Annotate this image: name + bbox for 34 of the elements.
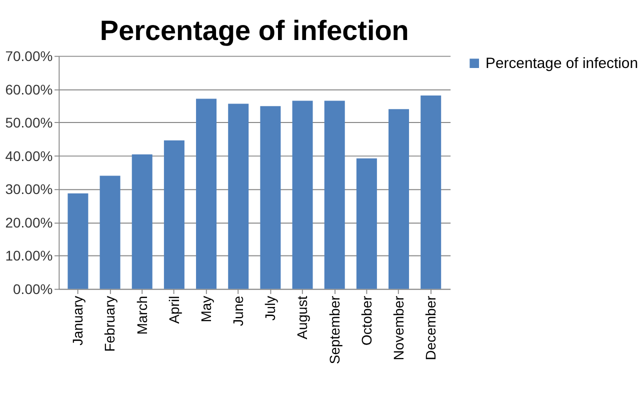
bar [356, 158, 377, 289]
x-tick-label: July [262, 296, 278, 321]
y-tick-label: 30.00% [5, 181, 53, 198]
x-tick-label: November [390, 295, 406, 360]
y-tick-label: 20.00% [5, 214, 53, 230]
x-tick-label: April [166, 296, 182, 324]
bar [388, 109, 410, 289]
bar [196, 98, 217, 289]
y-tick-label: 50.00% [5, 114, 53, 131]
y-tick-label: 70.00% [5, 48, 53, 64]
x-tick-label: March [134, 296, 150, 335]
x-tick-label: February [102, 296, 118, 352]
x-tick-label: August [294, 296, 310, 340]
legend-label: Percentage of infection [486, 56, 638, 72]
chart-title: Percentage of infection [100, 15, 409, 46]
x-tick-label: September [326, 296, 342, 364]
bar [68, 193, 88, 289]
bar [132, 154, 152, 289]
bar [324, 100, 345, 289]
x-tick-label: October [358, 296, 374, 346]
x-tick-label: January [70, 296, 86, 346]
bar [164, 140, 184, 289]
y-tick-label: 10.00% [5, 248, 53, 264]
bar [228, 104, 249, 289]
x-tick-label: May [198, 296, 214, 322]
y-tick-label: 60.00% [5, 81, 53, 98]
y-tick-label: 0.00% [13, 280, 53, 297]
bar [420, 95, 442, 289]
x-tick-label: December [422, 295, 439, 360]
x-tick-label: June [230, 296, 246, 326]
bar [100, 176, 120, 289]
bar [260, 106, 281, 289]
bar [292, 100, 313, 289]
y-tick-label: 40.00% [5, 148, 53, 164]
